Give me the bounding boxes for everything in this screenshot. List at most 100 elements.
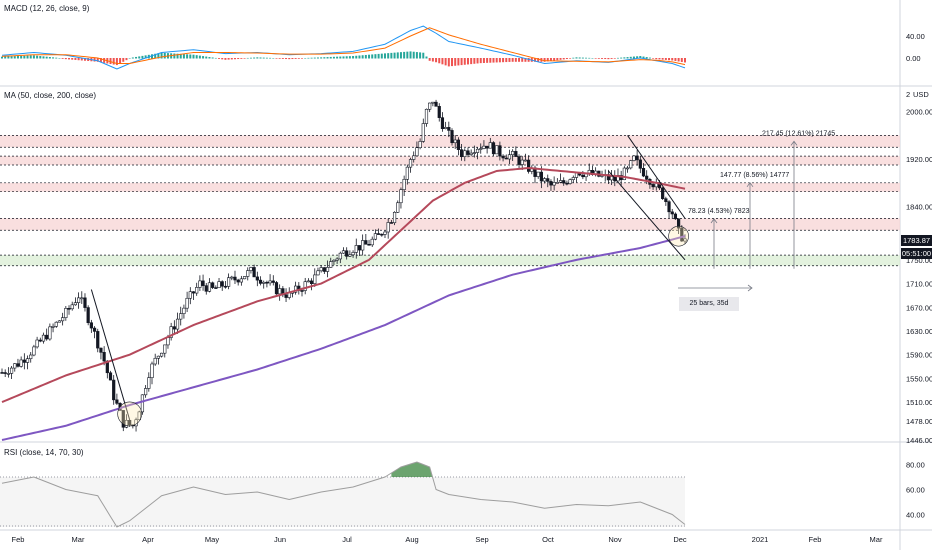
macd-histogram-bar [396, 52, 399, 59]
month-label: Aug [405, 535, 418, 544]
macd-histogram-bar [677, 58, 680, 62]
wedge-line [608, 170, 686, 261]
macd-histogram-bar [361, 55, 364, 59]
macd-histogram-bar [597, 58, 600, 59]
candle [316, 270, 320, 276]
ma200-line [1, 235, 686, 441]
candle [434, 101, 438, 107]
wedge-line [627, 135, 686, 219]
macd-histogram-bar [323, 57, 326, 59]
candle [166, 337, 170, 346]
macd-histogram-bar [604, 58, 607, 60]
macd-histogram-bar [508, 58, 511, 62]
macd-histogram-bar [109, 58, 112, 64]
candle [357, 245, 362, 251]
macd-histogram-bar [652, 58, 655, 59]
macd-histogram-bar [419, 52, 422, 59]
macd-histogram-bar [377, 53, 380, 59]
macd-histogram-bar [511, 58, 514, 62]
macd-histogram-bar [444, 58, 447, 66]
macd-histogram-bar [674, 58, 677, 61]
macd-histogram-bar [246, 57, 249, 59]
candle [444, 127, 448, 130]
sr-zone-0 [0, 135, 900, 148]
ma50-line [1, 166, 686, 403]
macd-histogram-bar [205, 56, 208, 59]
macd-histogram-bar [320, 57, 323, 59]
highlight-circle [668, 225, 689, 247]
candle [300, 290, 304, 292]
candle [258, 279, 263, 284]
macd-histogram-bar [371, 54, 374, 59]
candle [239, 278, 243, 283]
candle [230, 276, 234, 279]
macd-histogram-bar [294, 58, 297, 59]
macd-histogram-bar [668, 58, 671, 61]
candle [651, 184, 655, 188]
macd-histogram-bar [451, 58, 454, 67]
candle [246, 270, 250, 277]
candle [207, 282, 212, 292]
candle [501, 155, 505, 159]
candle [214, 287, 218, 289]
rsi-band [0, 477, 685, 527]
macd-histogram-bar [479, 58, 482, 64]
macd-histogram-bar [329, 56, 332, 59]
macd-histogram-bar [288, 58, 291, 60]
macd-histogram-bar [265, 57, 268, 59]
macd-histogram-bar [533, 58, 536, 62]
candle [488, 142, 492, 149]
macd-histogram-bar [48, 57, 51, 59]
macd-histogram-bar [632, 56, 635, 59]
candle [361, 240, 365, 251]
macd-histogram-bar [138, 56, 141, 59]
candle [227, 277, 231, 287]
candle [421, 123, 425, 142]
macd-histogram-bar [358, 55, 361, 59]
candle [211, 282, 215, 288]
sr-zone-1 [0, 156, 900, 166]
candle [638, 159, 642, 169]
macd-histogram-bar [339, 56, 342, 59]
candle [140, 394, 145, 413]
macd-histogram-bar [131, 57, 134, 59]
macd-histogram-bar [119, 58, 122, 64]
candle [6, 373, 10, 375]
candle [115, 399, 119, 404]
macd-histogram-bar [562, 58, 565, 60]
macd-histogram-bar [594, 58, 597, 59]
macd-histogram-bar [39, 56, 42, 59]
macd-histogram-bar [4, 56, 7, 59]
candle [469, 152, 473, 155]
macd-histogram-bar [482, 58, 485, 63]
macd-histogram-bar [249, 57, 252, 59]
candle [137, 411, 141, 421]
price-tick: 1446.00 [906, 436, 932, 445]
price-tick: 1710.00 [906, 280, 932, 289]
macd-histogram-bar [259, 57, 262, 59]
candle [370, 238, 374, 246]
candle [475, 148, 480, 153]
duration-label: 25 bars, 35d [679, 297, 739, 311]
candle [76, 297, 81, 303]
candle [102, 352, 106, 362]
sr-zone-4 [0, 255, 900, 266]
candle [383, 231, 387, 235]
macd-histogram-bar [648, 57, 651, 59]
candle [542, 178, 547, 182]
macd-histogram-bar [160, 52, 163, 59]
currency-label: USD [913, 90, 929, 99]
candle [412, 155, 416, 160]
candle [57, 320, 62, 323]
macd-histogram-bar [64, 58, 67, 60]
candle [201, 280, 205, 286]
macd-histogram-bar [163, 52, 166, 59]
candle [463, 150, 467, 158]
macd-histogram-bar [664, 58, 667, 60]
candle [571, 177, 575, 180]
candle [284, 294, 288, 298]
macd-histogram-bar [182, 54, 185, 59]
measure-label-1: 78.23 (4.53%) 7823 [688, 208, 750, 215]
candle [661, 187, 665, 199]
macd-histogram-bar [473, 58, 476, 64]
